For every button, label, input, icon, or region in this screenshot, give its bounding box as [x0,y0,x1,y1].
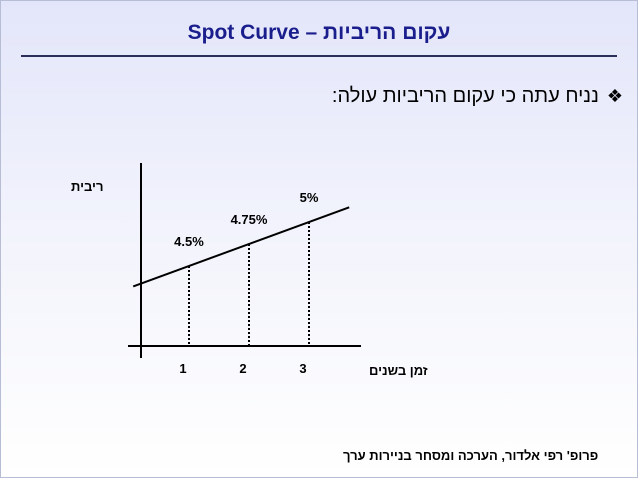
point-label: 4.75% [231,212,268,227]
diamond-bullet-icon: ❖ [606,86,623,106]
point-label: 4.5% [174,234,204,249]
x-tick-label: 3 [299,361,306,376]
x-tick-label: 1 [179,361,186,376]
y-axis-label: ריבית [71,179,104,194]
bullet-line: ❖ נניח עתה כי עקום הריביות עולה: [332,85,623,108]
x-tick-label: 2 [239,361,246,376]
slide-title: עקום הריביות – Spot Curve [187,21,451,44]
footer-text: פרופ' רפי אלדור, הערכה ומסחר בניירות ערך [343,448,599,463]
point-label: 5% [300,190,319,205]
bullet-text: נניח עתה כי עקום הריביות עולה: [331,85,599,107]
x-axis-label: זמן בשנים [369,363,428,378]
spot-curve-line [132,206,350,288]
title-divider [21,55,617,57]
